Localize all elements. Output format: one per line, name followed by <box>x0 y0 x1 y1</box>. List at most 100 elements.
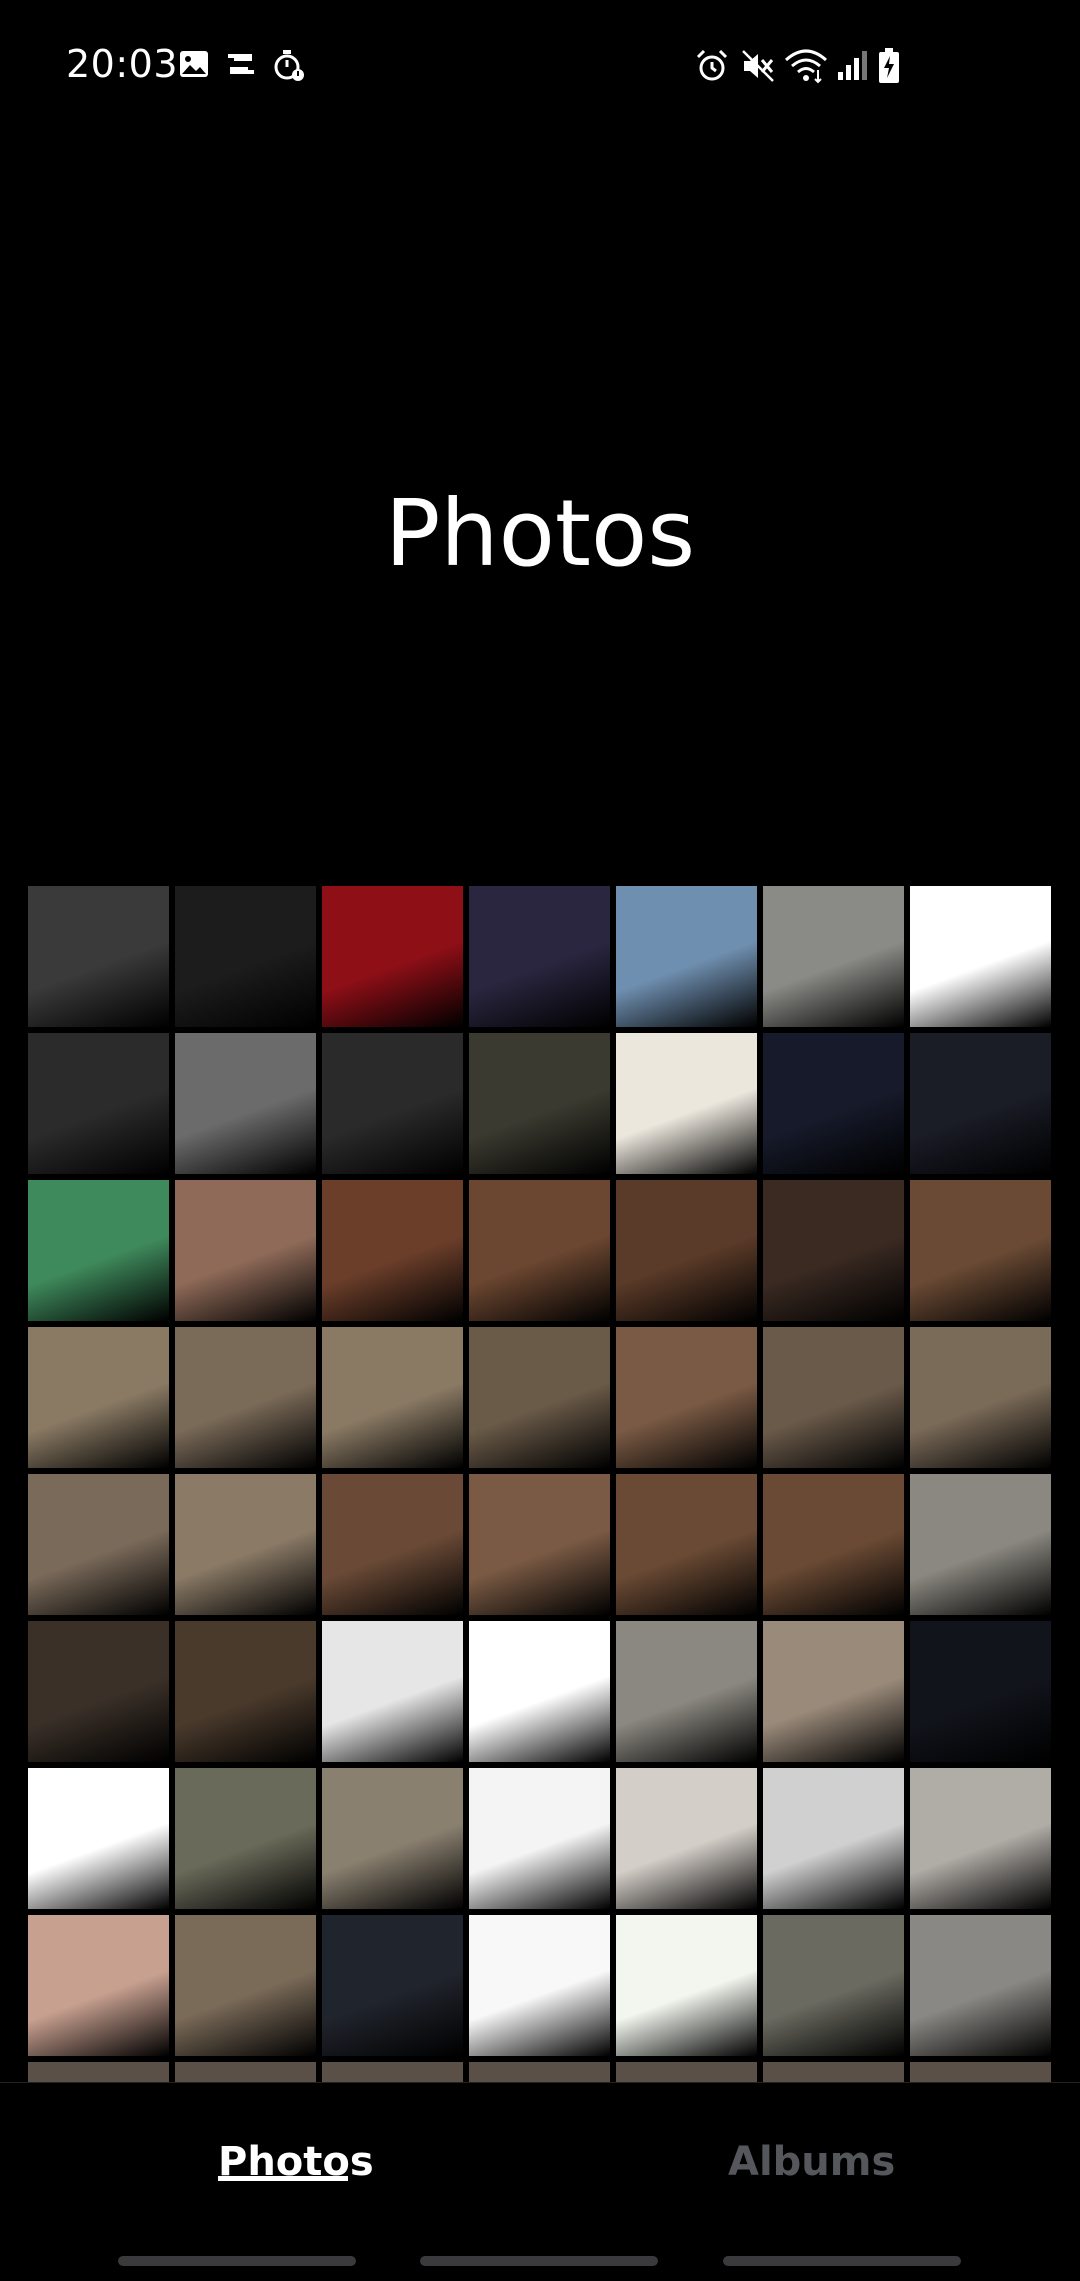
photo-image <box>910 1033 1051 1174</box>
photo-image <box>28 1768 169 1909</box>
photo-image <box>616 1768 757 1909</box>
photo-thumbnail[interactable] <box>28 2062 169 2082</box>
photo-thumbnail[interactable] <box>763 1180 904 1321</box>
photo-image <box>175 1327 316 1468</box>
status-bar: 20:03 <box>0 0 1080 135</box>
photo-thumbnail[interactable] <box>322 1327 463 1468</box>
photo-thumbnail[interactable] <box>469 1621 610 1762</box>
photo-image <box>910 1180 1051 1321</box>
photo-thumbnail[interactable] <box>616 2062 757 2082</box>
gesture-bar-left[interactable] <box>118 2256 356 2266</box>
gesture-bar-center[interactable] <box>420 2256 658 2266</box>
photo-thumbnail[interactable] <box>175 1621 316 1762</box>
photo-thumbnail[interactable] <box>469 1768 610 1909</box>
photo-thumbnail[interactable] <box>763 2062 904 2082</box>
photo-thumbnail[interactable] <box>28 1033 169 1174</box>
photo-thumbnail[interactable] <box>322 1621 463 1762</box>
photo-thumbnail[interactable] <box>910 886 1051 1027</box>
photo-thumbnail[interactable] <box>322 1180 463 1321</box>
photo-thumbnail[interactable] <box>469 2062 610 2082</box>
gesture-bar-right[interactable] <box>723 2256 961 2266</box>
photo-thumbnail[interactable] <box>763 1327 904 1468</box>
photo-thumbnail[interactable] <box>28 1768 169 1909</box>
photo-thumbnail[interactable] <box>322 1474 463 1615</box>
photo-image <box>469 1768 610 1909</box>
photo-thumbnail[interactable] <box>322 2062 463 2082</box>
photo-image <box>28 1474 169 1615</box>
photo-thumbnail[interactable] <box>910 1327 1051 1468</box>
photo-image <box>763 2062 904 2082</box>
photo-image <box>28 1033 169 1174</box>
photo-thumbnail[interactable] <box>28 886 169 1027</box>
photo-image <box>322 1327 463 1468</box>
photo-thumbnail[interactable] <box>763 886 904 1027</box>
stopwatch-icon <box>274 50 304 81</box>
photo-thumbnail[interactable] <box>175 1033 316 1174</box>
photo-image <box>322 2062 463 2082</box>
photo-thumbnail[interactable] <box>616 1033 757 1174</box>
photo-thumbnail[interactable] <box>175 1180 316 1321</box>
photo-thumbnail[interactable] <box>763 1768 904 1909</box>
photo-thumbnail[interactable] <box>469 886 610 1027</box>
photo-thumbnail[interactable] <box>28 1621 169 1762</box>
photo-image <box>763 1474 904 1615</box>
photo-image <box>763 1327 904 1468</box>
photo-thumbnail[interactable] <box>910 1621 1051 1762</box>
photo-image <box>616 1474 757 1615</box>
photo-thumbnail[interactable] <box>28 1474 169 1615</box>
photo-image <box>175 1180 316 1321</box>
photo-thumbnail[interactable] <box>175 1768 316 1909</box>
photo-thumbnail[interactable] <box>175 886 316 1027</box>
photo-thumbnail[interactable] <box>469 1474 610 1615</box>
photo-thumbnail[interactable] <box>28 1327 169 1468</box>
photo-thumbnail[interactable] <box>322 1768 463 1909</box>
photo-thumbnail[interactable] <box>616 1327 757 1468</box>
photo-thumbnail[interactable] <box>763 1474 904 1615</box>
photo-thumbnail[interactable] <box>469 1915 610 2056</box>
photo-thumbnail[interactable] <box>910 1033 1051 1174</box>
bottom-navigation: Photos Albums <box>0 2082 1080 2281</box>
photo-image <box>28 1180 169 1321</box>
photo-image <box>28 886 169 1027</box>
photo-thumbnail[interactable] <box>763 1033 904 1174</box>
photo-thumbnail[interactable] <box>763 1915 904 2056</box>
photo-image <box>910 886 1051 1027</box>
photo-thumbnail[interactable] <box>175 2062 316 2082</box>
photo-thumbnail[interactable] <box>469 1033 610 1174</box>
photo-image <box>175 1033 316 1174</box>
photo-thumbnail[interactable] <box>616 886 757 1027</box>
photo-thumbnail[interactable] <box>616 1915 757 2056</box>
photo-thumbnail[interactable] <box>175 1327 316 1468</box>
photo-grid[interactable] <box>28 886 1052 2082</box>
photo-image <box>175 1621 316 1762</box>
photo-thumbnail[interactable] <box>175 1474 316 1615</box>
photo-thumbnail[interactable] <box>322 886 463 1027</box>
photo-thumbnail[interactable] <box>469 1327 610 1468</box>
photo-thumbnail[interactable] <box>910 1180 1051 1321</box>
photo-thumbnail[interactable] <box>616 1474 757 1615</box>
photo-image <box>322 1768 463 1909</box>
active-tab-indicator <box>218 2176 348 2181</box>
photo-thumbnail[interactable] <box>616 1180 757 1321</box>
photo-thumbnail[interactable] <box>322 1915 463 2056</box>
photo-image <box>910 1768 1051 1909</box>
photo-thumbnail[interactable] <box>910 2062 1051 2082</box>
photo-thumbnail[interactable] <box>616 1621 757 1762</box>
photo-thumbnail[interactable] <box>28 1180 169 1321</box>
photo-thumbnail[interactable] <box>910 1915 1051 2056</box>
photo-thumbnail[interactable] <box>322 1033 463 1174</box>
photo-image <box>28 1327 169 1468</box>
photo-thumbnail[interactable] <box>910 1768 1051 1909</box>
photo-image <box>616 1621 757 1762</box>
gallery-icon <box>180 51 208 77</box>
photo-thumbnail[interactable] <box>28 1915 169 2056</box>
photo-image <box>469 1327 610 1468</box>
photo-thumbnail[interactable] <box>469 1180 610 1321</box>
photo-thumbnail[interactable] <box>763 1621 904 1762</box>
tab-albums[interactable]: Albums <box>728 2139 896 2185</box>
photo-thumbnail[interactable] <box>175 1915 316 2056</box>
photo-image <box>469 1180 610 1321</box>
photo-image <box>175 886 316 1027</box>
photo-thumbnail[interactable] <box>910 1474 1051 1615</box>
photo-thumbnail[interactable] <box>616 1768 757 1909</box>
